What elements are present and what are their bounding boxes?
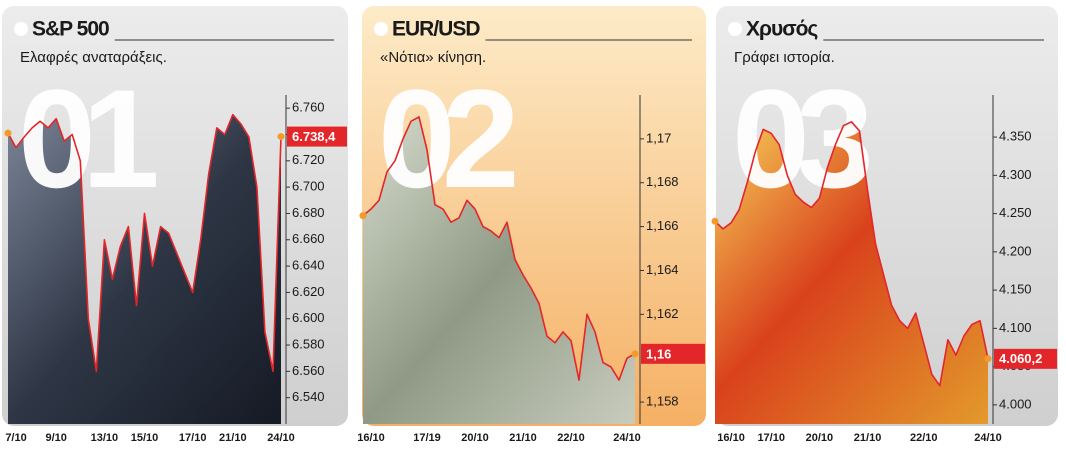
- value-label: 4.060,2: [999, 351, 1042, 366]
- price-line: [714, 121, 989, 387]
- y-tick-label: 6.620: [292, 284, 325, 299]
- y-tick-label: 4.250: [999, 205, 1032, 220]
- y-tick-label: 6.540: [292, 389, 325, 404]
- y-tick-label: 4.200: [999, 243, 1032, 258]
- x-tick-label: 17/19: [413, 432, 441, 444]
- value-label: 6.738,4: [292, 129, 336, 144]
- value-label: 1,16: [646, 346, 671, 361]
- title-bullet: [728, 22, 742, 36]
- x-tick-label: 13/10: [91, 432, 119, 444]
- title-bullet: [374, 22, 388, 36]
- price-line: [362, 116, 636, 381]
- end-marker: [277, 133, 285, 141]
- y-tick-label: 6.680: [292, 205, 325, 220]
- x-tick-label: 16/10: [357, 432, 385, 444]
- end-marker: [631, 350, 639, 358]
- x-tick-label: 24/10: [267, 432, 295, 444]
- chart-subtitle: Γράφει ιστορία.: [734, 49, 835, 66]
- y-tick-label: 1,168: [646, 174, 679, 189]
- y-tick-label: 4.300: [999, 167, 1032, 182]
- x-tick-label: 21/10: [509, 432, 537, 444]
- x-tick-label: 16/10: [717, 432, 745, 444]
- y-tick-label: 6.720: [292, 152, 325, 167]
- value-badge: [287, 126, 347, 147]
- start-marker: [359, 212, 367, 220]
- x-tick-label: 9/10: [45, 432, 66, 444]
- y-tick-label: 1,17: [646, 130, 671, 145]
- y-tick-label: 1,166: [646, 218, 679, 233]
- x-tick-label: 7/10: [5, 432, 26, 444]
- y-tick-label: 6.660: [292, 231, 325, 246]
- x-tick-label: 20/10: [806, 432, 834, 444]
- y-tick-label: 6.760: [292, 100, 325, 115]
- x-tick-label: 24/10: [613, 432, 641, 444]
- y-tick-label: 6.600: [292, 310, 325, 325]
- photo-area: [363, 116, 635, 425]
- start-marker: [4, 129, 12, 137]
- chart-title: S&P 500: [32, 18, 109, 41]
- y-tick-label: 1,162: [646, 306, 679, 321]
- x-tick-label: 22/10: [910, 432, 938, 444]
- chart-subtitle: Ελαφρές αναταράξεις.: [20, 49, 167, 66]
- x-tick-label: 17/10: [179, 432, 207, 444]
- x-tick-label: 20/10: [461, 432, 489, 444]
- title-bullet: [14, 22, 28, 36]
- big-number: 02: [378, 60, 515, 217]
- x-tick-label: 22/10: [557, 432, 585, 444]
- y-tick-label: 6.560: [292, 363, 325, 378]
- y-tick-label: 1,164: [646, 262, 679, 277]
- chart-title: Χρυσός: [746, 18, 818, 41]
- y-tick-label: 6.640: [292, 258, 325, 273]
- x-tick-label: 15/10: [131, 432, 159, 444]
- x-tick-label: 21/10: [219, 432, 247, 444]
- chart-subtitle: «Νότια» κίνηση.: [380, 49, 486, 66]
- y-tick-label: 4.150: [999, 282, 1032, 297]
- value-badge: [641, 343, 705, 364]
- y-tick-label: 1,158: [646, 394, 679, 409]
- x-tick-label: 17/10: [757, 432, 785, 444]
- y-tick-label: 4.350: [999, 129, 1032, 144]
- chart-title: EUR/USD: [392, 18, 480, 41]
- price-line: [7, 113, 282, 373]
- value-badge: [994, 348, 1057, 369]
- x-tick-label: 21/10: [854, 432, 882, 444]
- x-tick-label: 24/10: [974, 432, 1002, 444]
- big-number: 01: [18, 60, 156, 217]
- start-marker: [711, 217, 719, 225]
- photo-area: [715, 121, 988, 425]
- end-marker: [984, 355, 992, 363]
- photo-area: [8, 114, 281, 424]
- big-number: 03: [732, 60, 869, 217]
- y-tick-label: 6.580: [292, 336, 325, 351]
- y-tick-label: 4.100: [999, 320, 1032, 335]
- y-tick-label: 6.700: [292, 179, 325, 194]
- panels: S&P 500 Ελαφρές αναταράξεις.01 6.540 6.560 6…: [2, 6, 1058, 444]
- y-tick-label: 4.000: [999, 396, 1032, 411]
